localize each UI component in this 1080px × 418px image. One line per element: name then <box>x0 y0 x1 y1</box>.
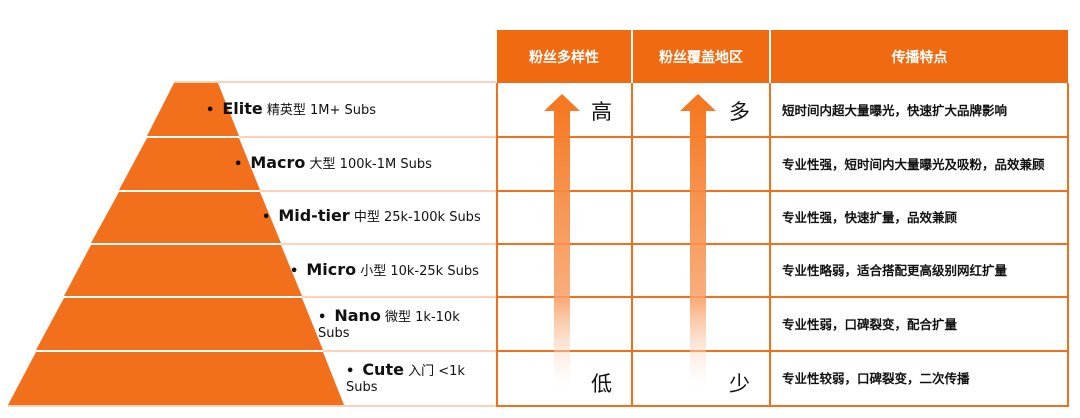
tier-label-cute: • Cute 入门 <1k Subs <box>346 362 486 396</box>
pyramid-tier-macro <box>119 138 260 190</box>
bullet: • <box>346 364 355 379</box>
tier-desc: 入门 <1k Subs <box>346 364 465 395</box>
tier-label-mid: • Mid-tier 中型 25k-100k Subs <box>262 208 481 226</box>
bullet: • <box>290 264 299 279</box>
arrow-up-icon <box>544 94 580 390</box>
header-features: 传播特点 <box>771 30 1068 83</box>
feature-nano: 专业性弱，口碑裂变，配合扩量 <box>782 316 958 332</box>
feature-mid: 专业性强，快速扩量，品效兼顾 <box>782 210 958 225</box>
diversity-high-label: 高 <box>591 100 612 124</box>
grid-line <box>496 190 1069 192</box>
bullet: • <box>206 103 215 118</box>
diversity-low-label: 低 <box>591 372 612 396</box>
tier-label-nano: • Nano 微型 1k-10k Subs <box>318 308 478 342</box>
tier-name: Elite <box>222 99 263 118</box>
pyramid-tier-nano <box>36 298 323 350</box>
tier-desc: 小型 10k-25k Subs <box>360 264 479 279</box>
bullet: • <box>234 157 243 172</box>
bullet: • <box>262 210 271 225</box>
bullet: • <box>318 310 327 325</box>
tier-desc: 大型 100k-1M Subs <box>309 157 432 172</box>
tier-name: Cute <box>362 360 404 379</box>
pyramid-tier-cute <box>8 352 344 405</box>
grid-line <box>496 405 1069 407</box>
grid-line <box>496 136 1069 138</box>
arrow-up-icon <box>680 94 716 390</box>
pyramid-tier-mid <box>91 192 281 243</box>
grid-line <box>496 243 1069 245</box>
header-diversity: 粉丝多样性 <box>497 30 631 83</box>
tier-name: Micro <box>306 260 357 279</box>
pyramid-tier-micro <box>64 245 302 296</box>
grid-line <box>496 296 1069 298</box>
tier-label-elite: • Elite 精英型 1M+ Subs <box>206 101 376 119</box>
tier-desc: 精英型 1M+ Subs <box>266 103 377 118</box>
tier-name: Macro <box>250 153 306 172</box>
tier-desc: 微型 1k-10k Subs <box>318 310 460 341</box>
tier-label-micro: • Micro 小型 10k-25k Subs <box>290 262 479 280</box>
header-coverage: 粉丝覆盖地区 <box>633 30 769 83</box>
tier-label-macro: • Macro 大型 100k-1M Subs <box>234 155 432 173</box>
tier-name: Mid-tier <box>278 206 350 225</box>
grid-line <box>496 350 1069 352</box>
pyramid-tier-elite <box>147 83 239 136</box>
coverage-high-label: 多 <box>729 100 750 124</box>
influencer-pyramid <box>8 81 496 407</box>
feature-cute: 专业性较弱，口碑裂变，二次传播 <box>782 371 970 386</box>
tier-desc: 中型 25k-100k Subs <box>353 210 481 225</box>
feature-micro: 专业性略弱，适合搭配更高级别网红扩量 <box>782 263 1008 278</box>
tier-name: Nano <box>334 306 381 325</box>
feature-elite: 短时间内超大量曝光，快速扩大品牌影响 <box>782 103 1008 118</box>
feature-macro: 专业性强，短时间内大量曝光及吸粉，品效兼顾 <box>782 156 1045 172</box>
coverage-low-label: 少 <box>729 372 750 396</box>
